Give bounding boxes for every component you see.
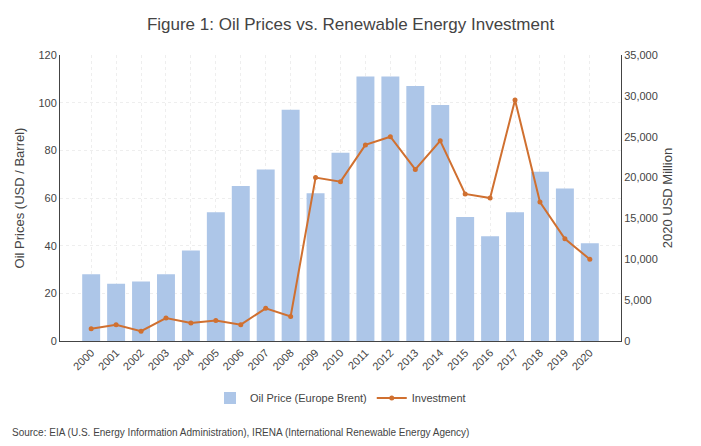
svg-text:2004: 2004 <box>170 347 196 373</box>
svg-text:2018: 2018 <box>519 347 545 373</box>
svg-text:40: 40 <box>45 240 57 252</box>
svg-text:5,000: 5,000 <box>624 294 652 306</box>
svg-text:80: 80 <box>45 144 57 156</box>
svg-text:2019: 2019 <box>544 347 570 373</box>
svg-text:2006: 2006 <box>220 347 246 373</box>
svg-text:0: 0 <box>624 335 630 347</box>
svg-text:2005: 2005 <box>195 347 221 373</box>
svg-text:2007: 2007 <box>245 347 271 373</box>
svg-text:Oil Price (Europe Brent): Oil Price (Europe Brent) <box>250 392 367 404</box>
svg-text:2003: 2003 <box>145 347 171 373</box>
svg-text:Figure 1: Oil Prices vs. Renew: Figure 1: Oil Prices vs. Renewable Energ… <box>147 15 555 34</box>
svg-text:0: 0 <box>51 335 57 347</box>
svg-text:2013: 2013 <box>395 347 421 373</box>
svg-text:10,000: 10,000 <box>624 253 658 265</box>
svg-text:2010: 2010 <box>320 347 346 373</box>
svg-text:30,000: 30,000 <box>624 90 658 102</box>
svg-text:100: 100 <box>38 97 56 109</box>
svg-text:2016: 2016 <box>470 347 496 373</box>
svg-text:35,000: 35,000 <box>624 49 658 61</box>
svg-text:2017: 2017 <box>495 347 521 373</box>
svg-text:2020 USD Million: 2020 USD Million <box>660 148 675 248</box>
svg-text:Investment: Investment <box>412 392 466 404</box>
svg-text:2009: 2009 <box>295 347 321 373</box>
svg-text:2000: 2000 <box>71 347 97 373</box>
svg-text:60: 60 <box>45 192 57 204</box>
svg-text:2012: 2012 <box>370 347 396 373</box>
svg-text:20: 20 <box>45 287 57 299</box>
svg-text:120: 120 <box>38 49 56 61</box>
svg-text:Source: EIA (U.S. Energy Infor: Source: EIA (U.S. Energy Information Adm… <box>12 427 469 438</box>
svg-text:20,000: 20,000 <box>624 171 658 183</box>
svg-text:15,000: 15,000 <box>624 212 658 224</box>
svg-text:25,000: 25,000 <box>624 131 658 143</box>
svg-text:2011: 2011 <box>346 347 371 372</box>
svg-text:2008: 2008 <box>270 347 296 373</box>
svg-text:Oil Prices (USD / Barrel): Oil Prices (USD / Barrel) <box>12 128 27 269</box>
svg-text:2002: 2002 <box>121 347 147 373</box>
svg-text:2020: 2020 <box>569 347 595 373</box>
svg-text:2014: 2014 <box>420 347 446 373</box>
svg-text:2015: 2015 <box>445 347 471 373</box>
svg-text:2001: 2001 <box>96 347 122 373</box>
